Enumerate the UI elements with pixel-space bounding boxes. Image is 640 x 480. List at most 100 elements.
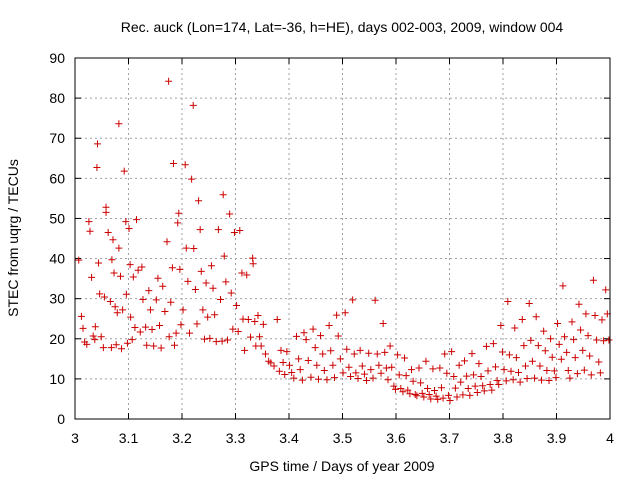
x-tick-label: 3.3 [226,430,246,446]
data-point [401,354,409,362]
data-point [172,329,180,337]
data-point [507,367,515,375]
data-point [520,342,528,350]
data-point [283,348,291,356]
data-point [96,290,104,298]
data-point [347,372,355,380]
data-point [136,328,144,336]
data-point [211,311,219,319]
data-point [110,269,118,277]
data-point [382,364,390,372]
data-point [554,320,562,328]
data-point [185,329,193,337]
data-point [550,367,558,375]
data-point [100,293,108,301]
data-point [605,336,613,344]
data-point [204,313,212,321]
data-point [543,366,551,374]
data-point [406,390,414,398]
data-point [251,318,259,326]
data-point [159,282,167,290]
data-point [179,306,187,314]
data-point [471,382,479,390]
data-point [384,376,392,384]
data-point [422,357,430,365]
data-point [595,358,603,366]
data-point [109,236,117,244]
data-point [463,372,471,380]
data-point [354,374,362,382]
data-point [93,140,101,148]
data-point [399,388,407,396]
data-point [425,391,433,399]
y-tick-label: 10 [49,371,65,387]
data-point [600,337,608,345]
data-point [593,336,601,344]
data-point [381,348,389,356]
data-point [246,333,254,341]
data-point [199,306,207,314]
y-tick-label: 20 [49,331,65,347]
x-tick-label: 3.7 [440,430,460,446]
data-point [497,322,505,330]
data-point [134,266,142,274]
data-point [290,374,298,382]
data-point [552,374,560,382]
data-point [379,320,387,328]
data-point [95,259,103,267]
data-point [108,256,116,264]
data-points [75,77,613,405]
data-point [126,261,134,269]
data-point [363,376,371,384]
grid [75,58,610,419]
data-point [500,366,508,374]
data-point [174,219,182,227]
data-point [152,296,160,304]
data-point [138,263,146,271]
x-tick-label: 3 [71,430,79,446]
data-point [434,395,442,403]
data-point [417,379,425,387]
data-point [391,385,399,393]
data-point [365,349,373,357]
data-point [241,346,249,354]
data-point [596,369,604,377]
data-point [431,387,439,395]
data-point [227,289,235,297]
x-tick-label: 3.4 [279,430,299,446]
data-point [547,335,555,343]
data-point [432,392,440,400]
data-point [488,386,496,394]
data-point [128,336,136,344]
data-point [257,342,265,350]
data-point [531,374,539,382]
data-point [457,378,465,386]
data-point [167,298,175,306]
data-point [587,371,595,379]
data-point [230,228,238,236]
data-point [115,244,123,252]
data-point [577,326,585,334]
data-point [106,297,114,305]
data-point [408,366,416,374]
data-point [300,329,308,337]
data-point [323,376,331,384]
data-point [77,312,85,320]
data-point [371,296,379,304]
data-point [570,336,578,344]
data-point [123,339,131,347]
data-point [196,226,204,234]
data-point [367,366,375,374]
data-point [131,324,139,332]
x-tick-label: 3.6 [386,430,406,446]
data-point [418,389,426,397]
data-point [505,351,513,359]
data-point [122,290,130,298]
data-point [470,371,478,379]
data-point [161,308,169,316]
data-point [453,393,461,401]
data-point [182,244,190,252]
data-point [566,374,574,382]
data-point [119,306,127,314]
data-point [477,372,485,380]
